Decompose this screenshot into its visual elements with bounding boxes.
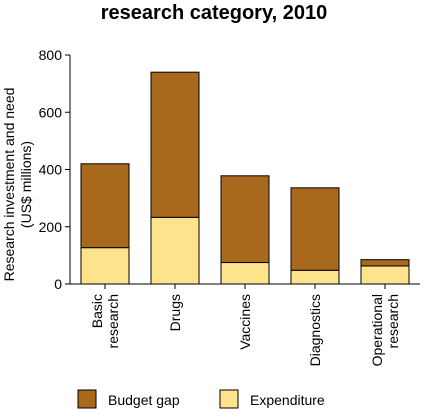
x-tick-label-line: Operational [369,294,385,366]
bar-segment [80,247,130,285]
bar-segment [360,259,410,267]
x-tick-label-line: Vaccines [237,294,253,350]
x-tick-label-line: research [385,294,401,348]
y-axis-label-line: Research investment and need [1,88,17,282]
bar-segment [290,269,340,285]
bar-segment [290,187,340,271]
x-tick-label: Drugs [167,294,183,331]
y-tick-label: 400 [39,162,63,178]
y-tick-label: 200 [39,219,63,235]
y-tick-label: 600 [39,104,63,120]
x-tick-label: Basicresearch [89,294,121,348]
y-axis-label-line: (US$ millions) [18,141,34,228]
legend-label: Expenditure [250,392,325,408]
x-tick-label-line: research [105,294,121,348]
x-tick-label: Operationalresearch [369,294,401,366]
legend-swatch [77,389,97,409]
y-tick-label: 0 [54,276,62,292]
x-tick-label-line: Drugs [167,294,183,331]
legend-label: Budget gap [108,392,180,408]
bar-segment [360,265,410,285]
bar-segment [150,71,200,218]
y-axis-label: Research investment and need(US$ million… [1,88,34,282]
x-tick-label-line: Basic [89,294,105,328]
legend-swatch [219,389,239,409]
x-tick-label-line: Diagnostics [307,294,323,366]
bar-segment [150,216,200,285]
bar-segment [80,163,130,249]
bar-segment [220,262,270,285]
bar-segment [220,175,270,264]
y-tick-label: 800 [39,47,63,63]
chart-title: research category, 2010 [101,2,327,24]
x-tick-label: Diagnostics [307,294,323,366]
x-tick-label: Vaccines [237,294,253,350]
